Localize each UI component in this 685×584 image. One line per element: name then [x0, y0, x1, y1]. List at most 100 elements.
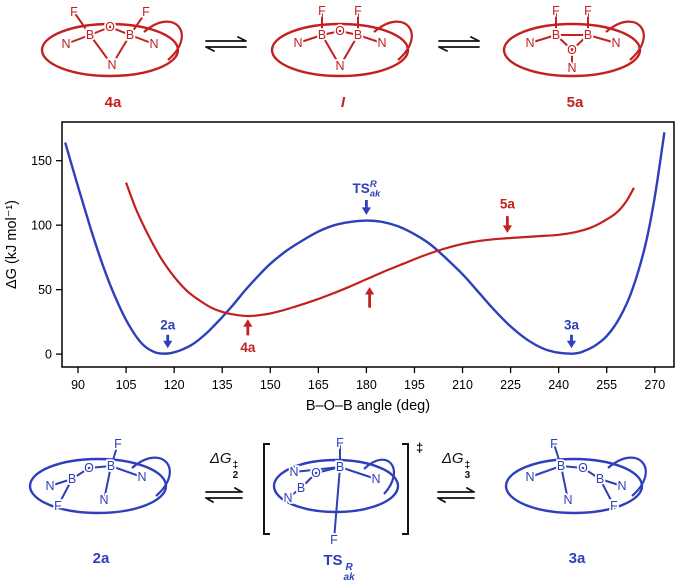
- atom-label-N: N: [525, 470, 534, 484]
- x-tick-label: 120: [164, 378, 185, 392]
- bond: [560, 465, 584, 469]
- double-dagger-symbol: ‡: [416, 440, 423, 455]
- annotation-arrowhead-ts: [361, 207, 371, 215]
- atom-label-O: O: [105, 20, 115, 34]
- bond: [300, 472, 317, 489]
- atom-label-B: B: [126, 28, 134, 42]
- structure-I-label: I: [340, 94, 346, 111]
- atom-label-O: O: [578, 461, 588, 475]
- blue-curve: [64, 132, 666, 355]
- annotation-label-3a: 3a: [564, 318, 580, 333]
- atom-label-F: F: [584, 4, 592, 18]
- atom-label-B: B: [297, 481, 305, 495]
- y-axis-label: ΔG (kJ mol⁻¹): [4, 200, 20, 289]
- bond: [49, 478, 73, 487]
- ts-label-sup: R: [345, 561, 353, 573]
- bond: [339, 30, 359, 36]
- atom-label-B: B: [107, 459, 115, 473]
- atom-label-N: N: [617, 479, 626, 493]
- delta-g-2-base: ΔG: [209, 450, 232, 467]
- ts-label-base: TS: [323, 552, 343, 569]
- atom-label-N: N: [377, 36, 386, 50]
- delta-g-2-sup: ‡: [232, 459, 239, 471]
- annotation-label-4a: 4a: [240, 340, 256, 355]
- atom-label-F: F: [142, 5, 150, 19]
- structure-I-drawing: F FB O BN NN: [270, 2, 413, 78]
- bracket-right: [402, 443, 409, 535]
- bond: [109, 26, 131, 36]
- atom-label-N: N: [107, 58, 116, 72]
- bond: [73, 11, 91, 36]
- annotation-label-ts: TSakR: [352, 179, 381, 200]
- equilibrium-arrows-icon: [437, 486, 475, 503]
- bond: [89, 26, 111, 36]
- atom-label-B: B: [552, 28, 560, 42]
- atom-label-N: N: [525, 36, 534, 50]
- y-tick-label: 150: [31, 154, 52, 168]
- x-tick-label: 240: [548, 378, 569, 392]
- y-tick-label: 100: [31, 219, 52, 233]
- atom-label-F: F: [610, 499, 618, 513]
- atom-label-B: B: [596, 472, 604, 486]
- x-axis-label: B–O–B angle (deg): [306, 398, 430, 414]
- atom-label-F: F: [552, 4, 560, 18]
- bond: [293, 466, 341, 473]
- plot-border: [61, 121, 675, 368]
- delta-g-3-base: ΔG: [441, 450, 464, 467]
- structure-4a-label: 4a: [104, 94, 122, 111]
- atom-label-O: O: [567, 43, 577, 57]
- bond: [89, 34, 113, 66]
- atom-label-N: N: [99, 493, 108, 507]
- delta-g-3-sub: 3: [464, 470, 471, 481]
- atom-label-B: B: [584, 28, 592, 42]
- atom-label-N: N: [283, 491, 292, 505]
- delta-g-3-label: ΔG ‡ 3: [442, 450, 470, 482]
- bond: [571, 34, 589, 51]
- energy-profile-chart: 90 105 120 135 150 165 180 195 210 225 240 255 270 0 5…: [0, 112, 685, 420]
- bond: [555, 34, 573, 51]
- x-tick-label: 180: [356, 378, 377, 392]
- atom-label-N: N: [563, 493, 572, 507]
- annotation-label-5a: 5a: [500, 196, 516, 211]
- bond: [357, 34, 383, 44]
- bond: [71, 467, 90, 480]
- annotation-arrowhead-intermediate-arrow: [365, 287, 375, 295]
- x-tick-label: 210: [452, 378, 473, 392]
- bond: [339, 34, 359, 67]
- atom-label-N: N: [567, 61, 576, 75]
- equilibrium-arrows-icon: [203, 36, 249, 57]
- annotation-arrowhead-3a: [566, 340, 577, 349]
- bond: [587, 34, 617, 44]
- handle-ring: [143, 20, 183, 61]
- atom-label-B: B: [86, 28, 94, 42]
- bond: [110, 465, 143, 478]
- atom-label-F: F: [54, 499, 62, 513]
- atom-label-O: O: [335, 24, 345, 38]
- bond: [529, 34, 557, 44]
- atom-label-B: B: [318, 28, 326, 42]
- bracket-left: [263, 443, 270, 535]
- atom-label-N: N: [149, 37, 158, 51]
- atom-label-N: N: [293, 36, 302, 50]
- atom-label-O: O: [84, 461, 94, 475]
- atom-label-N: N: [335, 59, 344, 73]
- atom-label-F: F: [550, 437, 558, 451]
- x-tick-label: 150: [260, 378, 281, 392]
- x-tick-label: 135: [212, 378, 233, 392]
- bond: [339, 466, 377, 480]
- equilibrium-arrows-icon: [205, 486, 243, 503]
- bond: [287, 487, 302, 499]
- annotation-arrowhead-4a: [243, 319, 253, 327]
- atom-label-N: N: [371, 472, 380, 486]
- handle-ring: [605, 20, 645, 61]
- x-tick-label: 165: [308, 378, 329, 392]
- bond: [553, 443, 562, 467]
